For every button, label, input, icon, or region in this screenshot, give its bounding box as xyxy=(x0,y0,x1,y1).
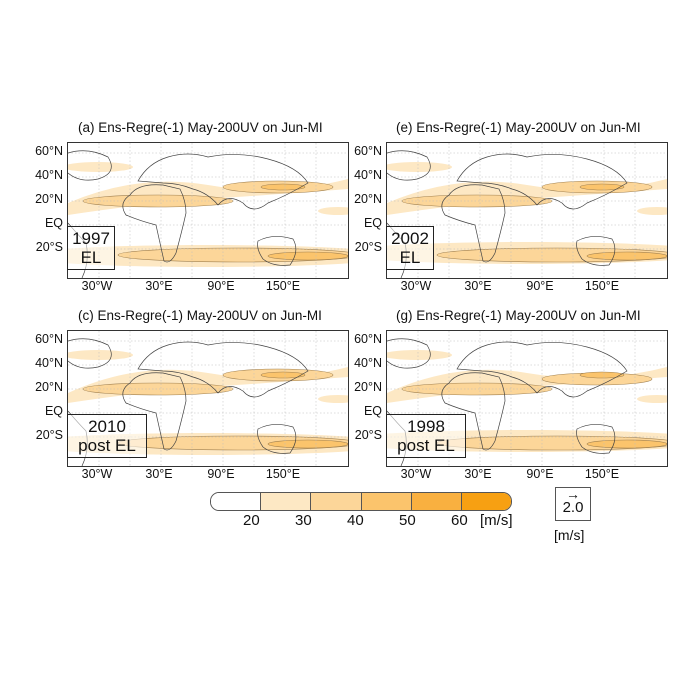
x-tick-label: 30°W xyxy=(400,467,432,481)
x-tick-label: 90°E xyxy=(526,279,554,293)
y-tick-label: 60°N xyxy=(35,332,63,346)
y-tick-label: 20°N xyxy=(354,380,382,394)
year-label-box: 2010 post EL xyxy=(67,414,147,458)
x-tick-label: 30°E xyxy=(145,467,173,481)
x-tick-label: 150°E xyxy=(265,279,301,293)
x-tick-label: 90°E xyxy=(207,467,235,481)
phase-label: post EL xyxy=(397,436,455,455)
wind-map xyxy=(68,143,348,278)
x-tick-label: 30°E xyxy=(464,279,492,293)
colorbar-tick: 40 xyxy=(347,512,364,529)
y-tick-label: 20°S xyxy=(35,240,63,254)
y-tick-label: 20°N xyxy=(354,192,382,206)
y-tick-label: 20°N xyxy=(35,380,63,394)
y-tick-label: EQ xyxy=(44,216,63,230)
colorbar-tick: 30 xyxy=(295,512,312,529)
y-tick-label: 40°N xyxy=(35,356,63,370)
x-tick-label: 90°E xyxy=(207,279,235,293)
panel-title: (a) Ens-Regre(-1) May-200UV on Jun-MI xyxy=(78,120,323,135)
y-tick-label: 60°N xyxy=(354,332,382,346)
y-tick-label: EQ xyxy=(44,404,63,418)
x-tick-label: 30°W xyxy=(81,279,113,293)
colorbar-unit: [m/s] xyxy=(480,512,513,529)
y-tick-label: EQ xyxy=(363,216,382,230)
y-tick-label: 40°N xyxy=(354,356,382,370)
year-label-box: 1997 EL xyxy=(67,226,115,270)
reference-vector-unit: [m/s] xyxy=(554,527,585,543)
year-label-box: 1998 post EL xyxy=(386,414,466,458)
x-tick-label: 30°W xyxy=(81,467,113,481)
y-tick-label: 20°S xyxy=(354,240,382,254)
year-label: 1998 xyxy=(407,417,445,436)
colorbar-tick: 50 xyxy=(399,512,416,529)
reference-vector-value: 2.0 xyxy=(562,499,584,516)
y-tick-label: 20°N xyxy=(35,192,63,206)
arrow-right-icon: → xyxy=(566,486,580,502)
colorbar-tick: 60 xyxy=(451,512,468,529)
panel-title: (g) Ens-Regre(-1) May-200UV on Jun-MI xyxy=(396,308,641,323)
x-tick-label: 30°E xyxy=(145,279,173,293)
phase-label: EL xyxy=(80,248,102,267)
year-label: 2010 xyxy=(88,417,126,436)
x-tick-label: 150°E xyxy=(584,279,620,293)
x-tick-label: 150°E xyxy=(584,467,620,481)
wind-map xyxy=(387,143,667,278)
phase-label: post EL xyxy=(78,436,136,455)
y-tick-label: 40°N xyxy=(354,168,382,182)
colorbar-tick: 20 xyxy=(243,512,260,529)
y-tick-label: 20°S xyxy=(354,428,382,442)
y-tick-label: 60°N xyxy=(354,144,382,158)
y-tick-label: 20°S xyxy=(35,428,63,442)
x-tick-label: 150°E xyxy=(265,467,301,481)
map-plot-area xyxy=(386,142,668,279)
panel-title: (e) Ens-Regre(-1) May-200UV on Jun-MI xyxy=(396,120,641,135)
year-label-box: 2002 EL xyxy=(386,226,434,270)
x-tick-label: 30°E xyxy=(464,467,492,481)
year-label: 2002 xyxy=(391,229,429,248)
y-tick-label: 60°N xyxy=(35,144,63,158)
y-tick-label: 40°N xyxy=(35,168,63,182)
reference-vector-box: → 2.0 xyxy=(555,487,591,521)
x-tick-label: 90°E xyxy=(526,467,554,481)
x-tick-label: 30°W xyxy=(400,279,432,293)
y-tick-label: EQ xyxy=(363,404,382,418)
wind-map xyxy=(68,331,348,466)
panel-title: (c) Ens-Regre(-1) May-200UV on Jun-MI xyxy=(78,308,322,323)
colorbar xyxy=(210,492,512,511)
year-label: 1997 xyxy=(72,229,110,248)
phase-label: EL xyxy=(399,248,421,267)
